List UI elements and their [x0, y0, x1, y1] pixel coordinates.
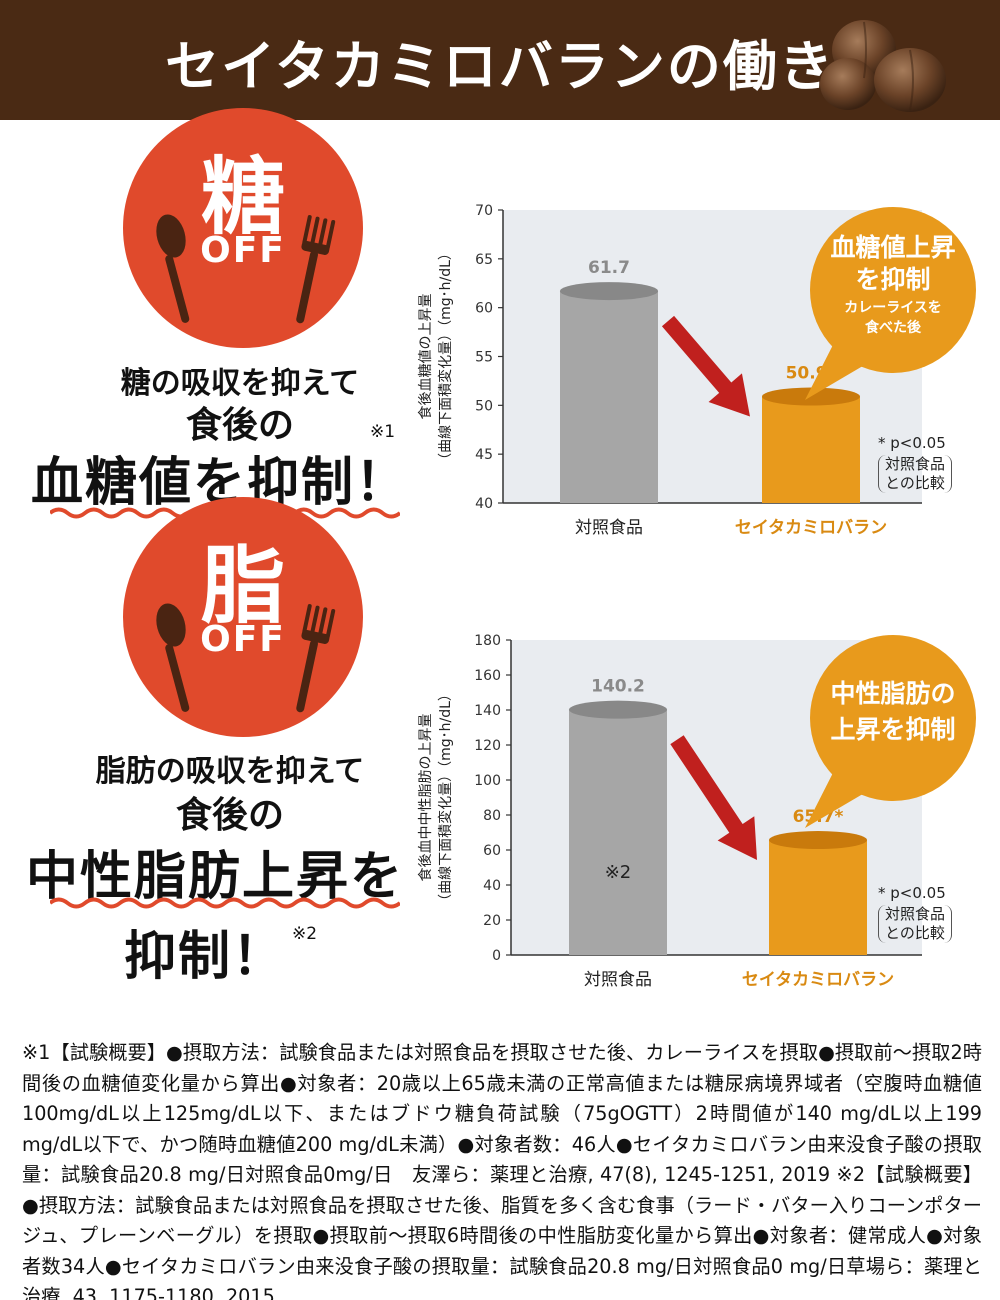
chart2-y-tick-label: 20 [483, 913, 501, 929]
chart2-y-axis-label: 食後血中中性脂肪の上昇量 [417, 714, 434, 882]
chart1-bar [560, 291, 658, 503]
chart2-comparison-note: 対照食品 との比較 [878, 905, 953, 943]
fat-off-badge: 脂 OFF [123, 497, 363, 737]
chart1-bubble-text: 血糖値上昇 を抑制 カレーライスを 食べた後 [818, 232, 968, 338]
chart1-decrease-arrow [661, 315, 750, 417]
badge-kanji-fat: 脂 [200, 537, 285, 635]
section2-headline: 中性脂肪上昇を [25, 847, 404, 907]
chart2-bar-top [569, 700, 667, 719]
badge-kanji-sugar: 糖 [200, 148, 285, 246]
page-title: セイタカミロバランの働き [165, 35, 835, 98]
chart2-y-axis-label-2: （曲線下面積変化量）（mg･h/dL） [437, 687, 454, 908]
chart2-y-tick-label: 40 [483, 878, 501, 894]
chart1-y-tick-label: 45 [475, 447, 493, 463]
section2-note-mark: ※2 [292, 924, 318, 944]
chart1-bubble-line3: カレーライスを [844, 300, 942, 316]
chart1-pvalue: * p<0.05 [878, 434, 946, 452]
chart1-comparison-line1: 対照食品 [885, 455, 946, 473]
chart2-y-tick-label: 80 [483, 808, 501, 824]
chart1-bar-top [762, 387, 860, 406]
section2-line1: 脂肪の吸収を抑えて [95, 754, 365, 789]
chart1-comparison-line2: との比較 [885, 474, 945, 492]
chart1-speech-bubble [810, 207, 976, 373]
chart2-bubble-text: 中性脂肪の 上昇を抑制 [818, 676, 968, 748]
chart1-y-axis-label-2: （曲線下面積変化量）（mg･h/dL） [437, 246, 454, 467]
chart2-category-label: セイタカミロバラン [742, 970, 894, 990]
chart1-category-label: 対照食品 [575, 518, 643, 538]
section1-line1: 糖の吸収を抑えて [120, 366, 360, 401]
chart1-bar [762, 396, 860, 503]
sugar-off-badge: 糖 OFF [123, 108, 363, 348]
chart2-bubble-line1: 中性脂肪の [830, 679, 956, 708]
chart1-y-tick-label: 70 [475, 203, 493, 219]
chart1-bar-top [560, 282, 658, 301]
spoon-fork-icon [156, 603, 336, 713]
chart1-y-axis-label: 食後血糖値の上昇量 [417, 294, 434, 420]
chart2-bar-inner-note: ※2 [605, 862, 632, 883]
badge-off-label: OFF [200, 230, 286, 271]
chart2-data-label: 140.2 [591, 677, 645, 697]
chart2-bar [769, 840, 867, 955]
chart2-speech-bubble-tail [805, 763, 873, 828]
chart1-bubble-line4: 食べた後 [865, 320, 921, 336]
chart2-pvalue: * p<0.05 [878, 884, 946, 902]
header-banner: セイタカミロバランの働き [0, 0, 1000, 120]
chart2-y-tick-label: 120 [474, 738, 501, 754]
chart1-bubble-line2: を抑制 [855, 265, 931, 294]
section2-wave-underline [50, 897, 400, 909]
chart2-y-tick-label: 160 [474, 668, 501, 684]
chart2-y-tick-label: 0 [492, 948, 501, 964]
chart2-comparison-line1: 対照食品 [885, 905, 946, 923]
chart1-y-tick-label: 65 [475, 252, 493, 268]
chart2-y-tick-label: 140 [474, 703, 501, 719]
chart2-category-label: 対照食品 [584, 970, 652, 990]
section2-headline-2: 抑制！ [123, 927, 286, 987]
chart2-bar [569, 709, 667, 955]
chart1-y-tick-label: 55 [475, 350, 493, 366]
chart1-y-tick-label: 50 [475, 398, 493, 414]
study-footnote: ※1【試験概要】●摂取方法：試験食品または対照食品を摂取させた後、カレーライスを… [22, 1041, 982, 1300]
chart1-significance-note: * p<0.05 対照食品 との比較 [878, 434, 953, 493]
chart2-decrease-arrow [670, 735, 757, 861]
chart1-y-tick-label: 40 [475, 496, 493, 512]
blood-glucose-chart: 40 45 50 55 60 65 70 食後血糖値の上昇量 （曲線下面積変化量）（mg･h/d… [0, 0, 1000, 560]
chart2-y-tick-label: 100 [474, 773, 501, 789]
badge-off-label: OFF [200, 619, 286, 660]
chart1-speech-bubble-tail [805, 335, 873, 400]
myrobalan-nuts-icon [820, 20, 946, 112]
section1-line2: 食後の [185, 405, 294, 446]
chart1-category-label: セイタカミロバラン [735, 518, 887, 538]
triglyceride-chart: 0 20 40 60 80 100 120 140 160 180 食後血中中性脂肪の上昇量 （曲線下… [417, 633, 976, 990]
chart2-comparison-line2: との比較 [885, 924, 945, 942]
chart2-bubble-line2: 上昇を抑制 [830, 715, 956, 744]
section1-note-mark: ※1 [370, 422, 396, 442]
chart1-comparison-note: 対照食品 との比較 [878, 455, 953, 493]
section2-line2: 食後の [175, 795, 284, 836]
chart2-significance-note: * p<0.05 対照食品 との比較 [878, 884, 953, 943]
triglyceride-chart-svg: 0 20 40 60 80 100 120 140 160 180 食後血中中性脂肪の上昇量 （曲線下… [417, 633, 976, 990]
chart2-speech-bubble [810, 635, 976, 801]
chart1-bubble-line1: 血糖値上昇 [830, 233, 956, 262]
chart2-y-tick-label: 60 [483, 843, 501, 859]
spoon-fork-icon [156, 214, 336, 324]
chart1-y-tick-label: 60 [475, 301, 493, 317]
chart2-bar-top [769, 831, 867, 850]
blood-glucose-chart-svg: 40 45 50 55 60 65 70 食後血糖値の上昇量 （曲線下面積変化量）（mg･h/d… [417, 203, 976, 538]
chart1-data-label: 61.7 [588, 258, 630, 278]
chart2-y-tick-label: 180 [474, 633, 501, 649]
